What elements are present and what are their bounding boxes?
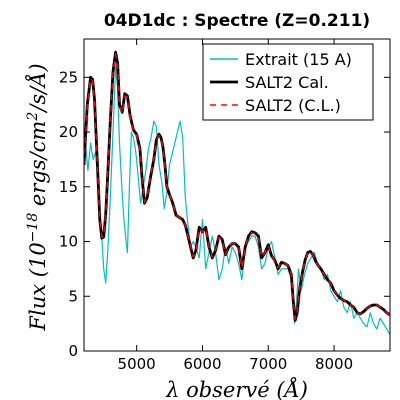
x-tick-label: 7000 xyxy=(249,355,287,373)
chart-title: 04D1dc : Spectre (Z=0.211) xyxy=(104,11,370,31)
y-tick-label: 0 xyxy=(68,342,78,360)
legend-label-salt2-cl: SALT2 (C.L.) xyxy=(245,96,341,115)
y-tick-label: 5 xyxy=(68,287,78,305)
x-axis-label: λ observé (Å) xyxy=(165,377,308,400)
legend-label-salt2-cal: SALT2 Cal. xyxy=(245,73,329,92)
y-tick-label: 15 xyxy=(59,178,78,196)
y-tick-label: 20 xyxy=(59,123,78,141)
svg-text:Flux (10−18 ergs/cm2/s/Å): Flux (10−18 ergs/cm2/s/Å) xyxy=(25,63,50,331)
legend: Extrait (15 A) SALT2 Cal. SALT2 (C.L.) xyxy=(202,43,374,121)
x-tick-label: 8000 xyxy=(315,355,353,373)
x-tick-label: 5000 xyxy=(118,355,156,373)
series-line-2 xyxy=(84,53,390,321)
x-tick-label: 6000 xyxy=(183,355,221,373)
series-line-0 xyxy=(84,65,390,335)
axes-frame xyxy=(83,38,391,352)
axes: 5000 6000 7000 8000 0 5 10 15 20 25 xyxy=(59,38,391,373)
plot-area xyxy=(84,50,390,335)
y-tick-label: 10 xyxy=(59,233,78,251)
y-tick-label: 25 xyxy=(59,68,78,86)
y-axis-label: Flux (10−18 ergs/cm2/s/Å) xyxy=(25,63,50,331)
legend-label-extrait: Extrait (15 A) xyxy=(245,50,352,69)
